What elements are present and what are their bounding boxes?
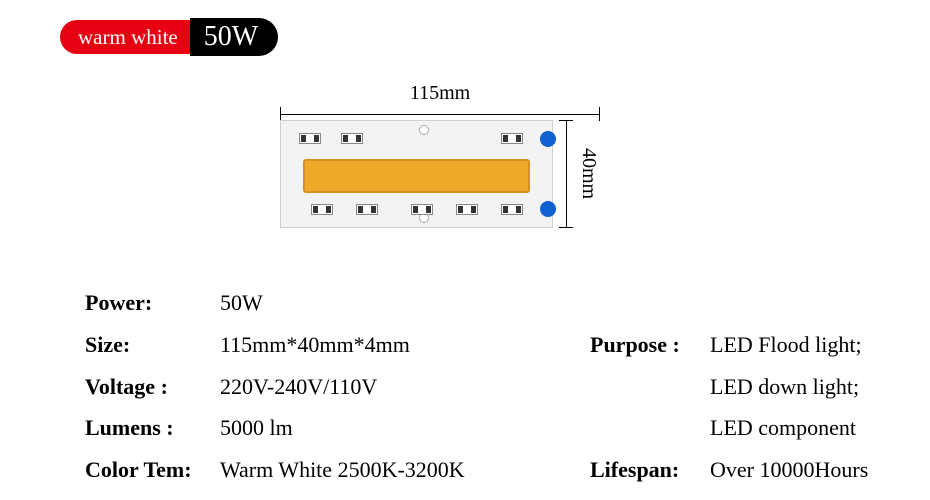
dimension-diagram: 115mm 40mm xyxy=(280,82,600,228)
spec-row: Size: 115mm*40mm*4mm Purpose : LED Flood… xyxy=(85,324,870,366)
smd-component xyxy=(311,204,333,215)
smd-component xyxy=(356,204,378,215)
power-value: 50W xyxy=(220,282,590,324)
pcb-illustration xyxy=(280,120,553,228)
badge-wattage: 50W xyxy=(190,18,278,56)
purpose-value-1: LED Flood light; xyxy=(710,324,870,366)
height-label: 40mm xyxy=(577,148,600,199)
size-value: 115mm*40mm*4mm xyxy=(220,324,590,366)
purpose-value-3: LED component xyxy=(710,407,870,449)
purpose-value-2: LED down light; xyxy=(710,366,870,408)
smd-component xyxy=(501,133,523,144)
width-line xyxy=(280,107,600,121)
smd-component xyxy=(411,204,433,215)
smd-component xyxy=(341,133,363,144)
colortemp-label: Color Tem: xyxy=(85,449,220,491)
spec-row: Color Tem: Warm White 2500K-3200K Lifesp… xyxy=(85,449,870,491)
capacitor xyxy=(540,131,556,147)
height-dimension: 40mm xyxy=(559,120,600,228)
purpose-label: Purpose : xyxy=(590,324,710,366)
size-label: Size: xyxy=(85,324,220,366)
smd-component xyxy=(299,133,321,144)
colortemp-value: Warm White 2500K-3200K xyxy=(220,449,590,491)
width-label: 115mm xyxy=(280,82,600,105)
power-label: Power: xyxy=(85,282,220,324)
spec-table: Power: 50W Size: 115mm*40mm*4mm Purpose … xyxy=(85,282,870,491)
lifespan-label: Lifespan: xyxy=(590,449,710,491)
smd-component xyxy=(501,204,523,215)
lumens-label: Lumens : xyxy=(85,407,220,449)
led-emitter-bar xyxy=(303,159,530,193)
spec-row: Power: 50W xyxy=(85,282,870,324)
lumens-value: 5000 lm xyxy=(220,407,590,449)
spec-row: Voltage : 220V-240V/110V LED down light; xyxy=(85,366,870,408)
height-line xyxy=(559,120,573,228)
lifespan-value: Over 10000Hours xyxy=(710,449,870,491)
width-dimension: 115mm xyxy=(280,82,600,120)
voltage-label: Voltage : xyxy=(85,366,220,408)
mount-hole xyxy=(419,125,429,135)
badge-color: warm white xyxy=(60,20,192,54)
capacitor xyxy=(540,201,556,217)
spec-row: Lumens : 5000 lm LED component xyxy=(85,407,870,449)
smd-component xyxy=(456,204,478,215)
voltage-value: 220V-240V/110V xyxy=(220,366,590,408)
product-badge: warm white 50W xyxy=(60,18,278,56)
